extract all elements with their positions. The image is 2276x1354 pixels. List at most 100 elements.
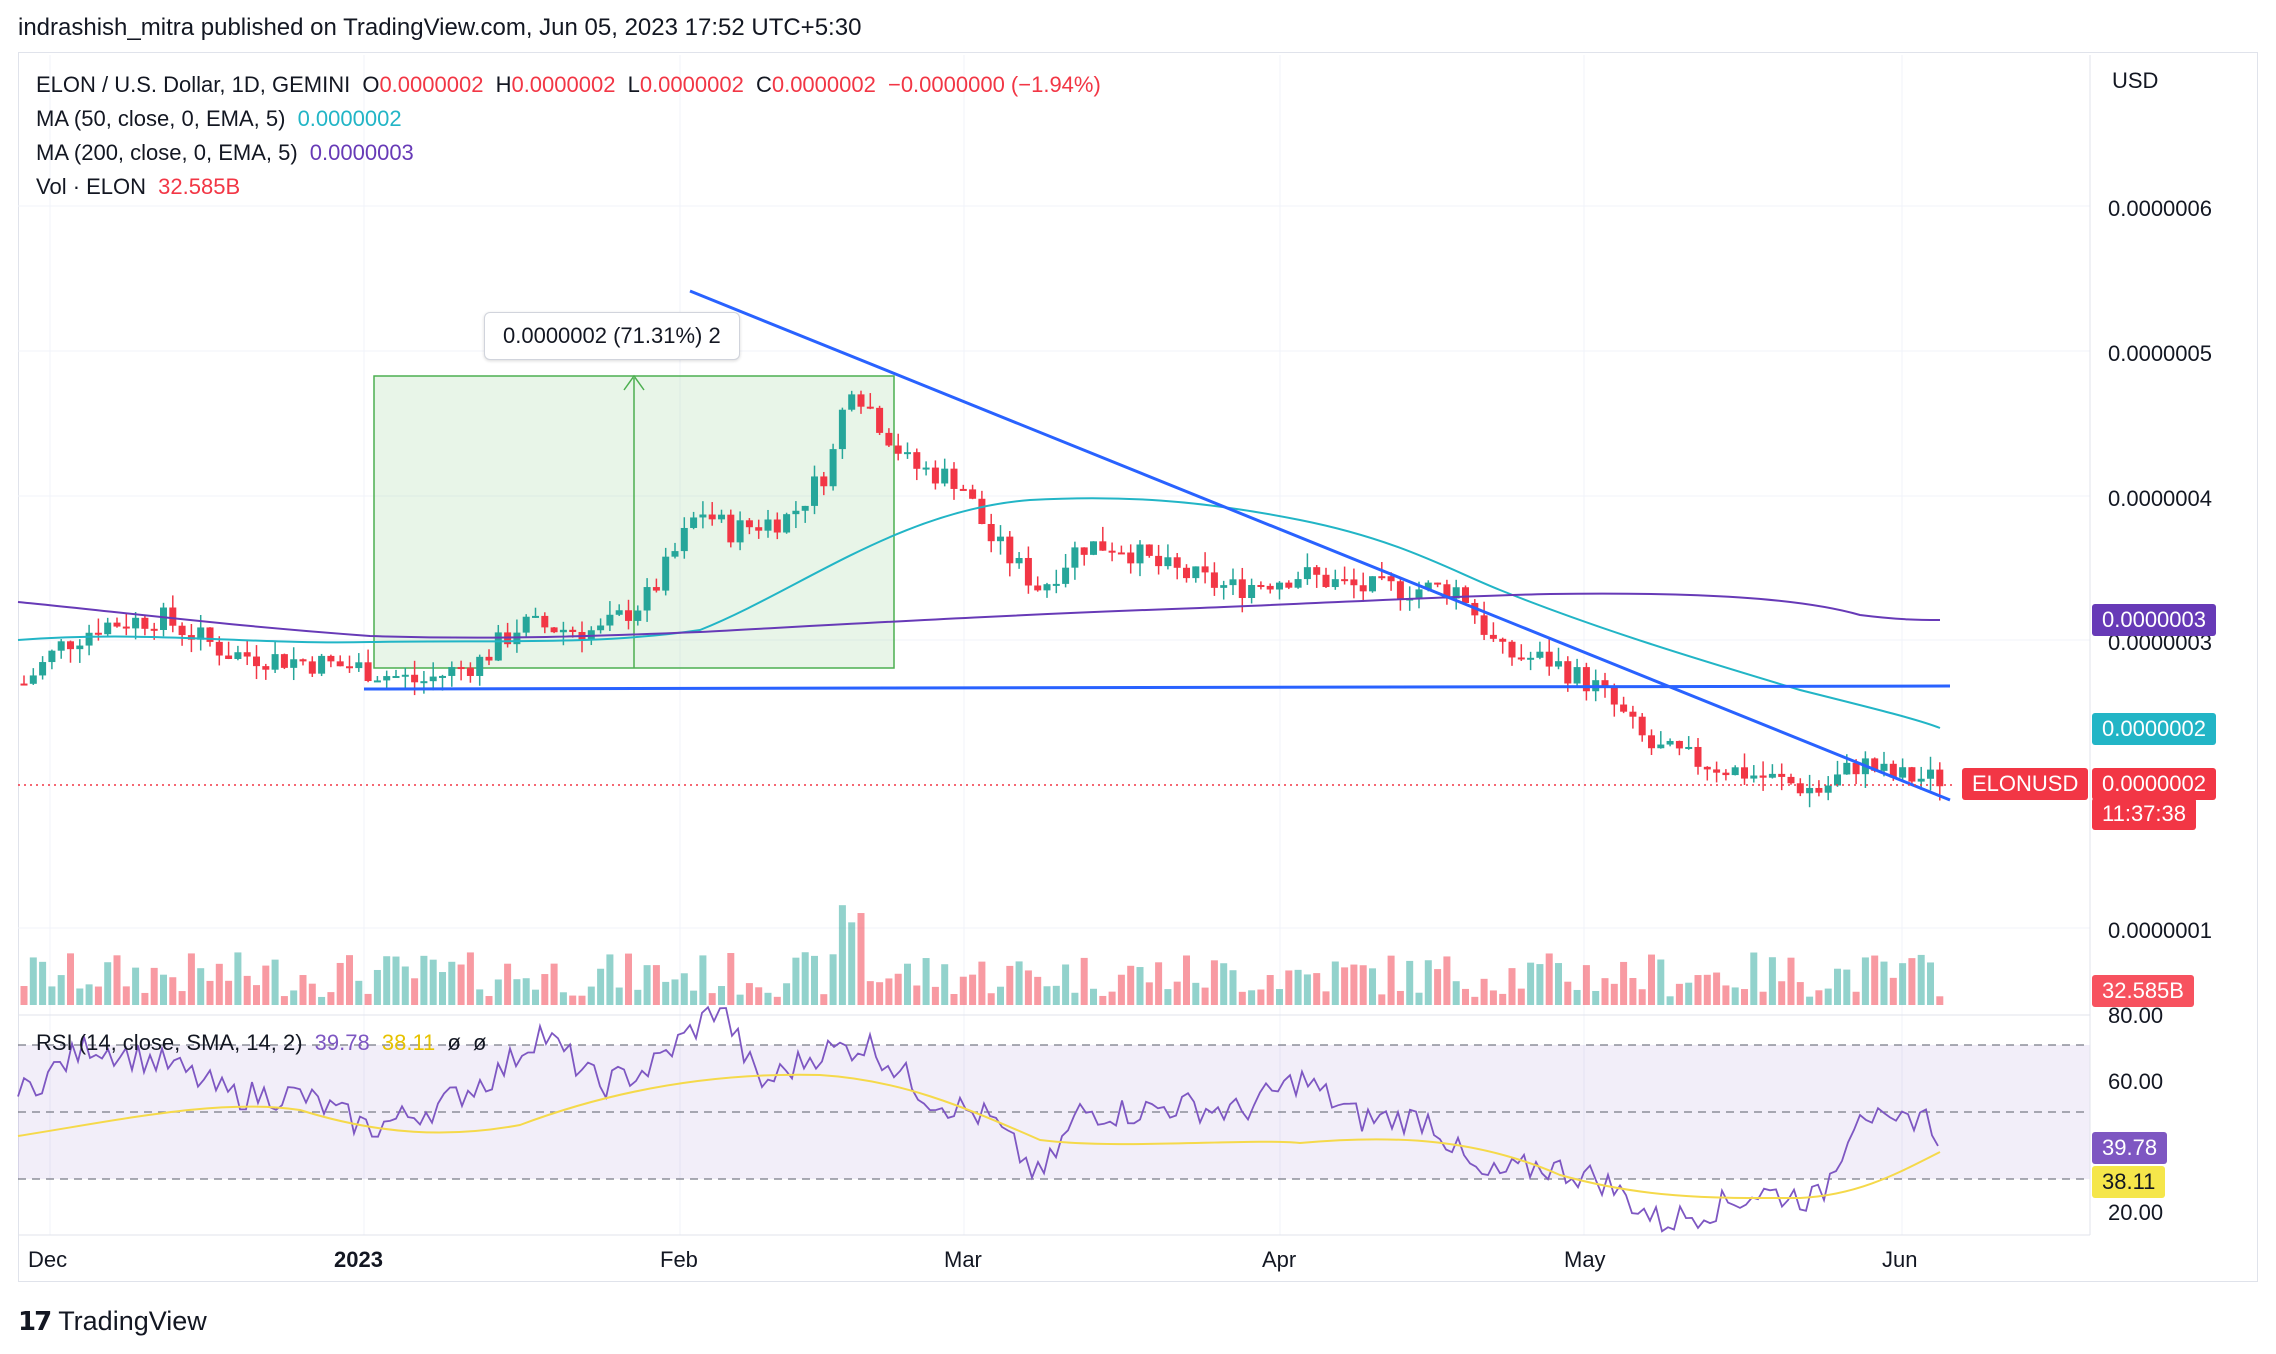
candle-body	[318, 655, 326, 674]
volume-bar	[262, 965, 270, 1005]
volume-bar	[429, 959, 437, 1005]
candle-body	[1424, 582, 1432, 590]
candle-body	[1034, 585, 1042, 591]
volume-bar	[494, 979, 502, 1005]
volume-bar	[225, 980, 233, 1005]
volume-bar	[1843, 969, 1851, 1005]
volume-bar	[476, 989, 484, 1005]
price-axis-label: 0.0000006	[2108, 196, 2212, 221]
candle-body	[522, 616, 530, 633]
candle-body	[1006, 536, 1014, 564]
volume-bar	[876, 982, 884, 1005]
candle-body	[597, 625, 605, 631]
candle-body	[792, 510, 800, 515]
candle-body	[234, 652, 242, 659]
candle-body	[1341, 579, 1349, 582]
volume-bar	[243, 975, 251, 1005]
candle-body	[485, 656, 493, 661]
volume-bar	[1062, 964, 1070, 1005]
candle-body	[1917, 778, 1925, 782]
time-axis-label: Feb	[660, 1247, 698, 1272]
candle-body	[1768, 773, 1776, 778]
volume-bar	[987, 993, 995, 1005]
candle-body	[1145, 544, 1153, 556]
candle-body	[643, 587, 651, 611]
volume-bar	[1248, 990, 1256, 1005]
volume-bar	[1192, 982, 1200, 1005]
volume-bar	[1210, 960, 1218, 1005]
volume-bar	[1434, 969, 1442, 1005]
volume-bar	[597, 968, 605, 1005]
measure-label[interactable]: 0.0000002 (71.31%) 2	[484, 312, 740, 360]
candle-body	[197, 627, 205, 640]
volume-bar	[280, 996, 288, 1005]
candle-body	[1796, 783, 1804, 794]
volume-bar	[132, 967, 140, 1005]
volume-bar	[1415, 992, 1423, 1005]
volume-bar	[1722, 985, 1730, 1005]
volume-bar	[1545, 953, 1553, 1005]
rsi-axis-label: 80.00	[2108, 1003, 2164, 1028]
candle-body	[708, 514, 716, 520]
candle-body	[1936, 769, 1944, 787]
ma50-legend[interactable]: MA (50, close, 0, EMA, 5) 0.0000002	[36, 106, 402, 131]
rsi-hidden-icon-2[interactable]: ø	[472, 1030, 487, 1055]
candle-body	[1443, 584, 1451, 599]
candle-body	[745, 520, 753, 528]
volume-legend[interactable]: Vol · ELON 32.585B	[36, 174, 241, 199]
candle-body	[253, 656, 260, 667]
footer-brand[interactable]: 17 TradingView	[18, 1306, 207, 1337]
volume-bar	[1313, 973, 1321, 1005]
volume-bar	[1517, 988, 1525, 1005]
volume-bar	[522, 978, 530, 1005]
volume-bar	[197, 968, 205, 1005]
volume-bar	[1117, 974, 1125, 1005]
volume-bar	[1369, 968, 1376, 1005]
volume-bar	[857, 913, 865, 1005]
volume-bar	[550, 963, 558, 1005]
volume-bar	[104, 962, 112, 1005]
candle-body	[1164, 557, 1172, 567]
candle-body	[1229, 579, 1237, 586]
candle-body	[1722, 772, 1730, 776]
candle-body	[76, 645, 84, 650]
candle-body	[662, 556, 670, 591]
volume-bar	[1666, 996, 1674, 1005]
volume-bar	[299, 975, 307, 1005]
support-line	[363, 684, 1951, 691]
volume-bar	[141, 992, 149, 1005]
volume-bar	[708, 993, 716, 1005]
rsi-legend[interactable]: RSI (14, close, SMA, 14, 2) 39.78 38.11 …	[36, 1030, 487, 1055]
volume-bar	[234, 952, 242, 1005]
rsi-axis-label: 20.00	[2108, 1200, 2164, 1225]
volume-bar	[1322, 991, 1330, 1005]
candle-body	[1871, 758, 1879, 771]
candle-body	[1015, 557, 1023, 564]
volume-bar	[1378, 994, 1386, 1005]
volume-bar	[1861, 957, 1869, 1005]
candle-body	[113, 622, 121, 627]
candle-body	[411, 674, 419, 683]
candle-body	[1852, 762, 1860, 775]
candle-body	[346, 666, 353, 669]
candle-body	[271, 654, 279, 670]
candle-body	[811, 476, 818, 506]
volume-bar	[773, 996, 781, 1005]
volume-bar	[1499, 993, 1507, 1005]
ohlc-close: C0.0000002	[755, 72, 876, 97]
candle-body	[736, 520, 744, 543]
volume-bar	[1164, 989, 1172, 1005]
volume-bar	[1927, 962, 1934, 1005]
volume-bar	[1396, 990, 1404, 1005]
volume-bar	[1629, 978, 1637, 1005]
candle-body	[783, 514, 791, 533]
volume-bar	[1573, 989, 1581, 1005]
volume-bar	[866, 981, 874, 1005]
volume-bar	[1824, 988, 1832, 1005]
candle-body	[950, 468, 958, 489]
ma200-legend[interactable]: MA (200, close, 0, EMA, 5) 0.0000003	[36, 140, 414, 165]
candle-body	[559, 629, 567, 633]
rsi-hidden-icon-1[interactable]: ø	[447, 1030, 461, 1055]
ohlc-open: O0.0000002	[362, 72, 484, 97]
